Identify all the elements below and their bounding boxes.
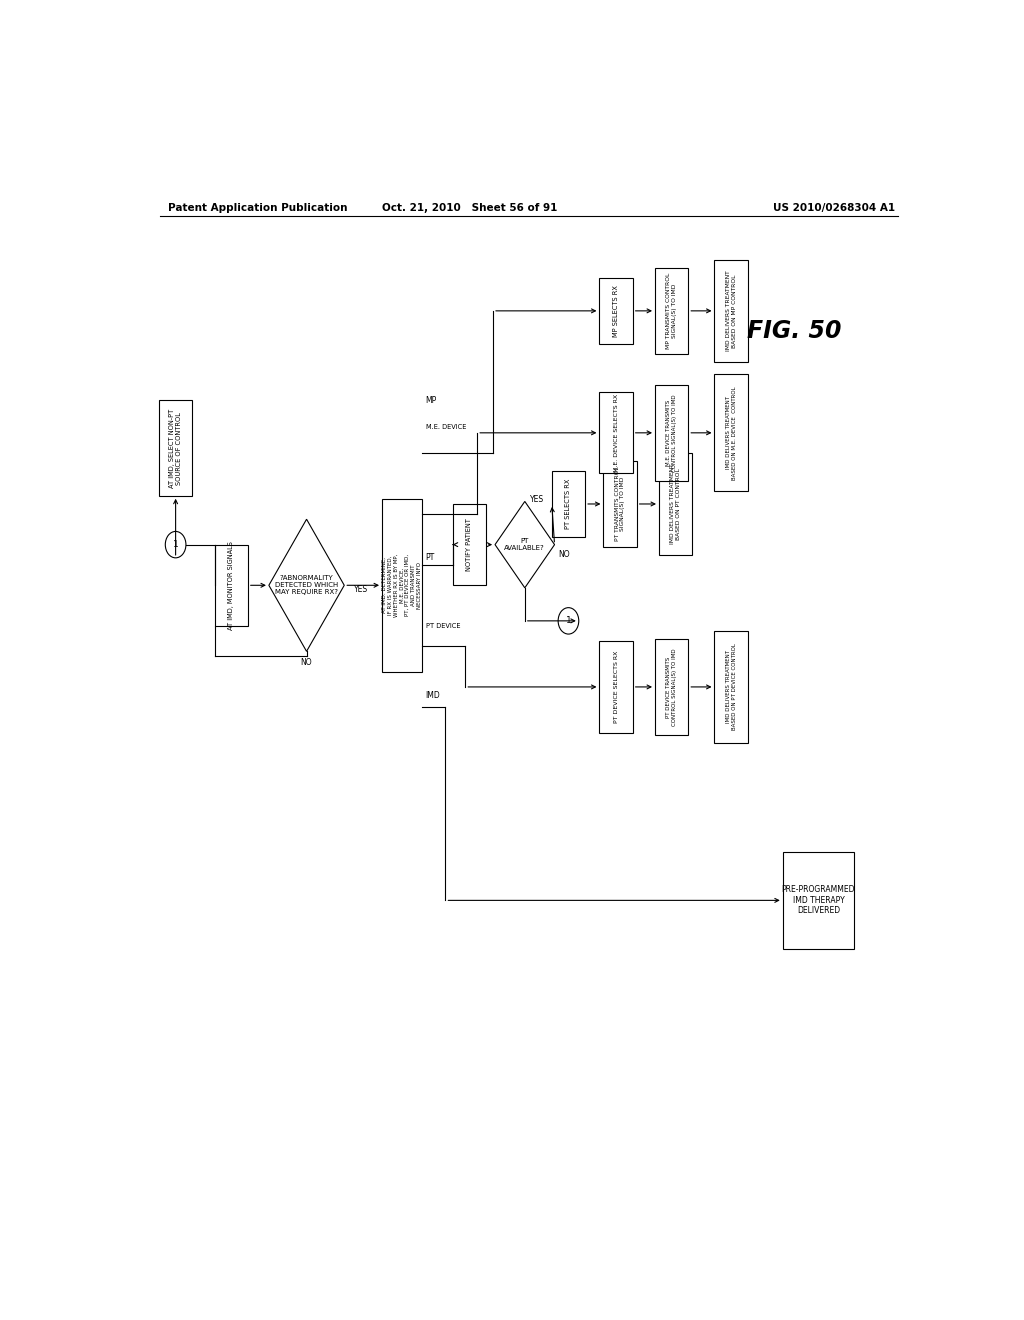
Text: YES: YES: [354, 585, 369, 594]
Text: IMD DELIVERS TREATMENT
BASED ON M.E. DEVICE  CONTROL: IMD DELIVERS TREATMENT BASED ON M.E. DEV…: [726, 385, 736, 479]
Text: ?ABNORMALITY
DETECTED WHICH
MAY REQUIRE RX?: ?ABNORMALITY DETECTED WHICH MAY REQUIRE …: [274, 576, 338, 595]
Circle shape: [558, 607, 579, 634]
Bar: [715, 375, 748, 491]
Text: YES: YES: [530, 495, 545, 504]
Polygon shape: [495, 502, 555, 587]
Bar: [599, 277, 633, 345]
Text: Patent Application Publication: Patent Application Publication: [168, 203, 347, 214]
Text: PT DEVICE TRANSMITS
CONTROL SIGNAL(S) TO IMD: PT DEVICE TRANSMITS CONTROL SIGNAL(S) TO…: [667, 648, 677, 726]
Bar: [382, 499, 422, 672]
Text: M.E. DEVICE: M.E. DEVICE: [426, 424, 466, 430]
Polygon shape: [269, 519, 344, 651]
Text: NO: NO: [301, 659, 312, 667]
Bar: [715, 631, 748, 743]
Text: PT TRANSMITS CONTROL
SIGNAL(S) TO IMD: PT TRANSMITS CONTROL SIGNAL(S) TO IMD: [614, 466, 626, 541]
Text: IMD DELIVERS TREATMENT
BASED ON PT CONTROL: IMD DELIVERS TREATMENT BASED ON PT CONTR…: [670, 463, 681, 544]
Circle shape: [165, 532, 186, 558]
Text: PT: PT: [426, 553, 435, 562]
Bar: [655, 384, 688, 480]
Bar: [552, 471, 585, 537]
Text: 1: 1: [173, 540, 178, 549]
Text: PRE-PROGRAMMED
IMD THERAPY
DELIVERED: PRE-PROGRAMMED IMD THERAPY DELIVERED: [781, 886, 855, 915]
Text: AT IMD, MONITOR SIGNALS: AT IMD, MONITOR SIGNALS: [228, 541, 234, 630]
Bar: [782, 853, 854, 949]
Text: PT SELECTS RX: PT SELECTS RX: [565, 479, 571, 529]
Text: FIG. 50: FIG. 50: [748, 319, 842, 343]
Bar: [603, 461, 637, 548]
Text: MP: MP: [426, 396, 437, 405]
Text: AT IMD, SELECT NON-PT
SOURCE OF CONTROL: AT IMD, SELECT NON-PT SOURCE OF CONTROL: [169, 408, 182, 487]
Text: NO: NO: [558, 550, 569, 560]
Text: AT IMD: DETERMINE,
IF RX IS WARRANTED,
WHETHER RX IS BY MP,
M.E. DEVICE,
PT, PT : AT IMD: DETERMINE, IF RX IS WARRANTED, W…: [382, 553, 422, 616]
Bar: [214, 545, 248, 626]
Bar: [658, 453, 692, 554]
Bar: [715, 260, 748, 362]
Text: 1: 1: [565, 616, 571, 626]
Bar: [655, 639, 688, 735]
Text: Oct. 21, 2010   Sheet 56 of 91: Oct. 21, 2010 Sheet 56 of 91: [382, 203, 557, 214]
Text: MP SELECTS RX: MP SELECTS RX: [613, 285, 620, 337]
Bar: [655, 268, 688, 354]
Text: IMD: IMD: [426, 690, 440, 700]
Bar: [599, 392, 633, 474]
Bar: [453, 504, 486, 585]
Bar: [159, 400, 193, 496]
Text: PT DEVICE SELECTS RX: PT DEVICE SELECTS RX: [613, 651, 618, 723]
Text: MP TRANSMITS CONTROL
SIGNAL(S) TO IMD: MP TRANSMITS CONTROL SIGNAL(S) TO IMD: [667, 273, 677, 348]
Text: US 2010/0268304 A1: US 2010/0268304 A1: [773, 203, 895, 214]
Text: IMD DELIVERS TREATMENT
BASED ON MP CONTROL: IMD DELIVERS TREATMENT BASED ON MP CONTR…: [726, 271, 736, 351]
Text: NOTIFY PATIENT: NOTIFY PATIENT: [466, 519, 472, 572]
Bar: [599, 642, 633, 733]
Text: IMD DELIVERS TREATMENT
BASED ON PT DEVICE CONTROL: IMD DELIVERS TREATMENT BASED ON PT DEVIC…: [726, 643, 736, 730]
Text: PT
AVAILABLE?: PT AVAILABLE?: [505, 539, 545, 552]
Text: PT DEVICE: PT DEVICE: [426, 623, 460, 628]
Text: M.E. DEVICE TRANSMITS
CONTROL SIGNAL(S) TO IMD: M.E. DEVICE TRANSMITS CONTROL SIGNAL(S) …: [667, 393, 677, 471]
Text: M.E. DEVICE SELECTS RX: M.E. DEVICE SELECTS RX: [613, 393, 618, 471]
